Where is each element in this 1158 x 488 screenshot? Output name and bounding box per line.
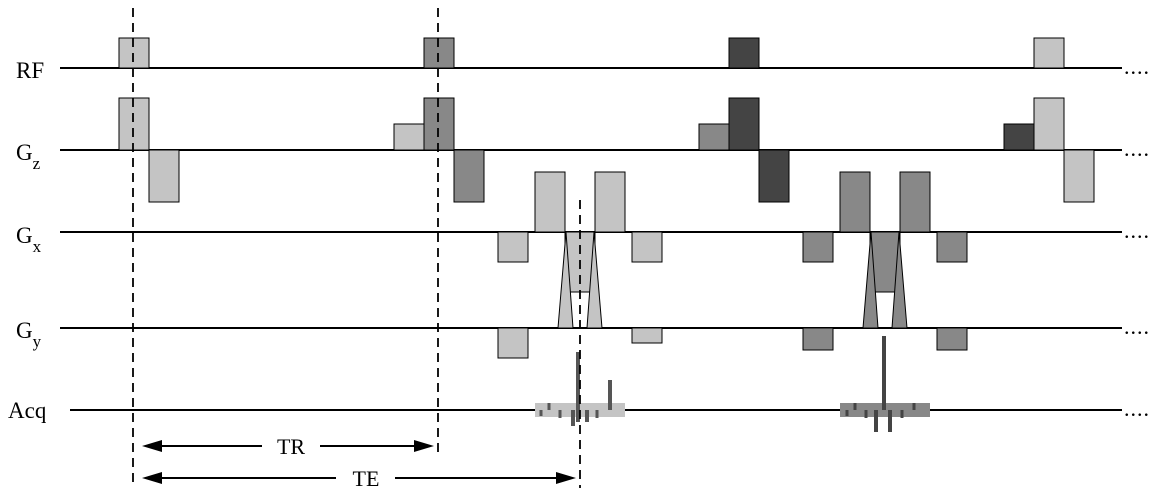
gy-rewind-2 — [936, 327, 968, 351]
rf-pulse-3 — [728, 37, 760, 69]
gz-prephase-3 — [698, 123, 730, 151]
gy-phase-triangle-2b — [891, 231, 908, 329]
row-label-gx: Gx — [16, 223, 42, 256]
acq-continuation: .... — [1124, 396, 1150, 421]
gy-phase-triangle-1a — [557, 231, 574, 329]
gx-gradients — [497, 171, 968, 293]
row-label-acq: Acq — [8, 398, 47, 423]
gz-slice-select-2 — [423, 97, 455, 151]
gy-prephase-2 — [802, 327, 834, 351]
gx-readout-1b — [594, 171, 626, 233]
row-label-gy: Gy — [16, 318, 42, 351]
tr-interval: TR — [142, 434, 434, 459]
te-arrowhead-left — [142, 472, 162, 484]
gx-readout-1a — [534, 171, 566, 233]
gy-rewind-1 — [631, 327, 663, 344]
tr-label: TR — [277, 434, 305, 459]
gz-rephase-4 — [1063, 149, 1095, 203]
rf-pulse-1 — [118, 37, 150, 69]
gx-rewind-2 — [936, 231, 968, 263]
gx-rewind-1 — [631, 231, 663, 263]
gy-phase-triangle-1b — [586, 231, 603, 329]
acq-window-2 — [840, 336, 930, 432]
tr-arrowhead-left — [142, 440, 162, 452]
gz-rephase-1 — [148, 149, 180, 203]
gz-slice-select-3 — [728, 97, 760, 151]
row-label-gz: Gz — [16, 140, 41, 173]
gx-readout-2a — [839, 171, 871, 233]
gz-gradients — [118, 97, 1095, 203]
rf-continuation: .... — [1124, 54, 1150, 79]
gz-continuation: .... — [1124, 136, 1150, 161]
gz-rephase-2 — [453, 149, 485, 203]
rf-pulses — [118, 37, 1065, 69]
gy-continuation: .... — [1124, 314, 1150, 339]
gx-continuation: .... — [1124, 218, 1150, 243]
te-label: TE — [353, 466, 380, 488]
rf-pulse-4 — [1033, 37, 1065, 69]
te-interval: TE — [142, 466, 576, 488]
gy-gradients — [497, 231, 968, 359]
gz-slice-select-4 — [1033, 97, 1065, 151]
row-label-rf: RF — [16, 58, 44, 83]
gz-prephase-2 — [393, 123, 425, 151]
gz-rephase-3 — [758, 149, 790, 203]
gy-phase-triangle-2a — [862, 231, 879, 329]
gx-readout-2b — [899, 171, 931, 233]
gy-prephase-1 — [497, 327, 529, 359]
rf-pulse-2 — [423, 37, 455, 69]
gz-prephase-4 — [1003, 123, 1035, 151]
gx-prephase-2 — [802, 231, 834, 263]
gx-prephase-1 — [497, 231, 529, 263]
te-arrowhead-right — [556, 472, 576, 484]
gz-slice-select-1 — [118, 97, 150, 151]
tr-arrowhead-right — [414, 440, 434, 452]
